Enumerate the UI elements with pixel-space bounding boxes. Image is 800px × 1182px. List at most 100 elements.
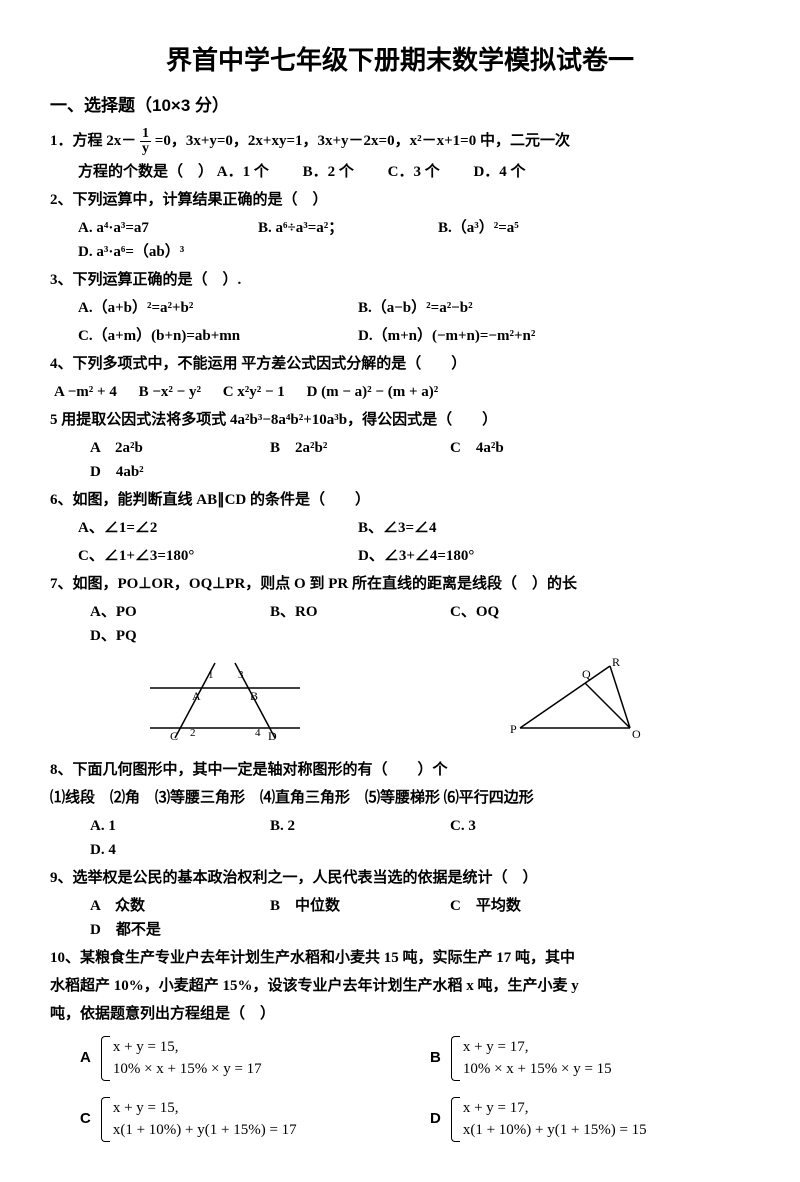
fig6-angle-3: 3 xyxy=(238,669,244,681)
q9-options: A 众数 B 中位数 C 平均数 D 都不是 xyxy=(50,894,750,942)
fraction-icon: 1 y xyxy=(140,127,151,156)
q8-opt-b: B. 2 xyxy=(270,814,430,838)
q8-opt-d: D. 4 xyxy=(90,838,250,862)
q10-a-l1: x + y = 15, xyxy=(113,1036,262,1059)
fig6-label-b: B xyxy=(250,689,258,703)
q2-opt-b2: B.（a³）²=a⁵ xyxy=(438,216,598,240)
q2-opt-b: B. a⁶÷a³=a²； xyxy=(258,216,418,240)
fig7-label-o: O xyxy=(632,727,641,741)
q10-a-l2: 10% × x + 15% × y = 17 xyxy=(113,1058,262,1081)
q4-opt-c: C x²y² − 1 xyxy=(223,384,285,400)
frac-num: 1 xyxy=(140,127,151,142)
q1-opt-c: C．3 个 xyxy=(388,164,440,180)
question-9: 9、选举权是公民的基本政治权利之一，人民代表当选的依据是统计（ ） xyxy=(50,866,750,890)
q1-middle: =0，3x+y=0，2x+xy=1，3x+y－2x=0，x²－x+1=0 中，二… xyxy=(155,133,570,149)
q10-opt-c: C x + y = 15, x(1 + 10%) + y(1 + 15%) = … xyxy=(80,1097,400,1142)
q5-options: A 2a²b B 2a²b² C 4a²b D 4ab² xyxy=(50,436,750,484)
q2-opt-d: D. a³·a⁶=（ab）³ xyxy=(78,240,238,264)
brace-icon: x + y = 15, x(1 + 10%) + y(1 + 15%) = 17 xyxy=(101,1097,297,1142)
q10-opt-d: D x + y = 17, x(1 + 10%) + y(1 + 15%) = … xyxy=(430,1097,750,1142)
q3-options-row1: A.（a+b）²=a²+b² B.（a−b）²=a²−b² xyxy=(50,296,750,320)
q8-list: ⑴线段 ⑵角 ⑶等腰三角形 ⑷直角三角形 ⑸等腰梯形 ⑹平行四边形 xyxy=(50,786,750,810)
q10-d-label: D xyxy=(430,1107,441,1131)
q3-options-row2: C.（a+m）(b+n)=ab+mn D.（m+n）(−m+n)=−m²+n² xyxy=(50,324,750,348)
q1-opt-d: D．4 个 xyxy=(473,164,525,180)
fig7-label-q: Q xyxy=(582,667,591,681)
q7-options: A、PO B、RO C、OQ D、PQ xyxy=(50,600,750,648)
fig6-angle-2: 2 xyxy=(190,727,196,739)
q6-opt-d: D、∠3+∠4=180° xyxy=(358,544,750,568)
q2-opt-a: A. a⁴·a³=a7 xyxy=(78,216,238,240)
q5-opt-a: A 2a²b xyxy=(90,436,250,460)
q7-opt-d: D、PQ xyxy=(90,624,250,648)
figure-q7: P O Q R xyxy=(500,658,660,748)
fig7-label-r: R xyxy=(612,658,620,669)
q8-opt-c: C. 3 xyxy=(450,814,610,838)
q7-opt-c: C、OQ xyxy=(450,600,610,624)
q10-c-label: C xyxy=(80,1107,91,1131)
question-10-l2: 水稻超产 10%，小麦超产 15%，设该专业户去年计划生产水稻 x 吨，生产小麦… xyxy=(50,974,750,998)
q1-opt-a: A．1 个 xyxy=(217,164,269,180)
q2-options: A. a⁴·a³=a7 B. a⁶÷a³=a²； B.（a³）²=a⁵ D. a… xyxy=(50,216,750,264)
q1-line2-text: 方程的个数是（ ） xyxy=(78,164,213,180)
page-title: 界首中学七年级下册期末数学模拟试卷一 xyxy=(50,40,750,82)
q10-b-l1: x + y = 17, xyxy=(463,1036,612,1059)
q1-options: A．1 个 B．2 个 C．3 个 D．4 个 xyxy=(217,164,556,180)
q10-opt-b: B x + y = 17, 10% × x + 15% × y = 15 xyxy=(430,1036,750,1081)
q10-d-l2: x(1 + 10%) + y(1 + 15%) = 15 xyxy=(463,1119,647,1142)
question-7: 7、如图，PO⊥OR，OQ⊥PR，则点 O 到 PR 所在直线的距离是线段（ ）… xyxy=(50,572,750,596)
brace-icon: x + y = 17, x(1 + 10%) + y(1 + 15%) = 15 xyxy=(451,1097,647,1142)
q5-opt-b: B 2a²b² xyxy=(270,436,430,460)
q10-c-l2: x(1 + 10%) + y(1 + 15%) = 17 xyxy=(113,1119,297,1142)
q3-opt-c: C.（a+m）(b+n)=ab+mn xyxy=(78,324,358,348)
frac-den: y xyxy=(140,142,151,156)
fig7-label-p: P xyxy=(510,722,517,736)
question-6: 6、如图，能判断直线 AB∥CD 的条件是（ ） xyxy=(50,488,750,512)
q1-prefix: 1．方程 2x－ xyxy=(50,133,136,149)
figures-row: A B C D 1 3 2 4 P O Q R xyxy=(50,658,750,748)
question-10-l3: 吨，依据题意列出方程组是（ ） xyxy=(50,1002,750,1026)
fig6-angle-4: 4 xyxy=(255,727,261,739)
q10-opt-a: A x + y = 15, 10% × x + 15% × y = 17 xyxy=(80,1036,400,1081)
q6-opt-b: B、∠3=∠4 xyxy=(358,516,750,540)
q5-opt-c: C 4a²b xyxy=(450,436,610,460)
q6-options-row1: A、∠1=∠2 B、∠3=∠4 xyxy=(50,516,750,540)
q4-opt-a: A −m² + 4 xyxy=(54,384,117,400)
fig6-label-c: C xyxy=(170,729,178,743)
q3-opt-a: A.（a+b）²=a²+b² xyxy=(78,296,358,320)
question-4: 4、下列多项式中，不能运用 平方差公式因式分解的是（ ） xyxy=(50,352,750,376)
q10-c-l1: x + y = 15, xyxy=(113,1097,297,1120)
fig6-label-d: D xyxy=(268,729,277,743)
q8-options: A. 1 B. 2 C. 3 D. 4 xyxy=(50,814,750,862)
q10-b-l2: 10% × x + 15% × y = 15 xyxy=(463,1058,612,1081)
question-3: 3、下列运算正确的是（ ）. xyxy=(50,268,750,292)
q10-b-label: B xyxy=(430,1046,441,1070)
question-8: 8、下面几何图形中，其中一定是轴对称图形的有（ ）个 xyxy=(50,758,750,782)
q6-opt-c: C、∠1+∠3=180° xyxy=(78,544,358,568)
q6-opt-a: A、∠1=∠2 xyxy=(78,516,358,540)
q10-options: A x + y = 15, 10% × x + 15% × y = 17 B x… xyxy=(50,1036,750,1142)
q9-opt-d: D 都不是 xyxy=(90,918,250,942)
figure-q6: A B C D 1 3 2 4 xyxy=(140,658,320,748)
fig6-label-a: A xyxy=(192,689,201,703)
section-1-title: 一、选择题（10×3 分） xyxy=(50,92,750,119)
q1-opt-b: B．2 个 xyxy=(303,164,354,180)
q3-opt-d: D.（m+n）(−m+n)=−m²+n² xyxy=(358,324,750,348)
q9-opt-c: C 平均数 xyxy=(450,894,610,918)
q4-options: A −m² + 4 B −x² − y² C x²y² − 1 D (m − a… xyxy=(50,380,750,404)
q7-opt-b: B、RO xyxy=(270,600,430,624)
q4-opt-d: D (m − a)² − (m + a)² xyxy=(307,384,439,400)
q9-opt-a: A 众数 xyxy=(90,894,250,918)
q5-opt-d: D 4ab² xyxy=(90,460,250,484)
q3-opt-b: B.（a−b）²=a²−b² xyxy=(358,296,750,320)
q10-a-label: A xyxy=(80,1046,91,1070)
q6-options-row2: C、∠1+∠3=180° D、∠3+∠4=180° xyxy=(50,544,750,568)
question-1-line2: 方程的个数是（ ） A．1 个 B．2 个 C．3 个 D．4 个 xyxy=(50,160,750,184)
fig6-angle-1: 1 xyxy=(208,669,214,681)
question-1: 1．方程 2x－ 1 y =0，3x+y=0，2x+xy=1，3x+y－2x=0… xyxy=(50,127,750,156)
q8-opt-a: A. 1 xyxy=(90,814,250,838)
q4-opt-b: B −x² − y² xyxy=(139,384,201,400)
brace-icon: x + y = 15, 10% × x + 15% × y = 17 xyxy=(101,1036,262,1081)
question-5: 5 用提取公因式法将多项式 4a²b³−8a⁴b²+10a³b，得公因式是（ ） xyxy=(50,408,750,432)
q10-d-l1: x + y = 17, xyxy=(463,1097,647,1120)
